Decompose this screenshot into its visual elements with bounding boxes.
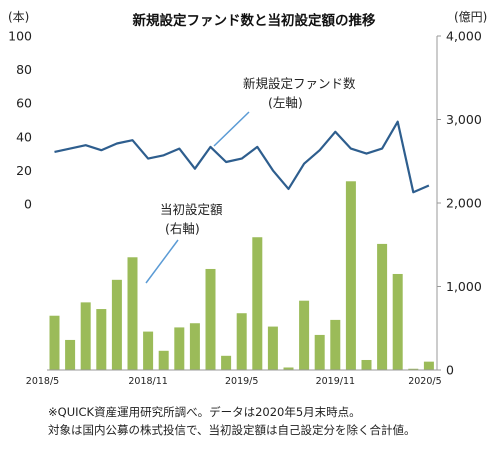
footnote-source: ※QUICK資産運用研究所調べ。データは2020年5月末時点。: [48, 405, 361, 419]
annotation-bar-axis: (右軸): [165, 221, 200, 236]
left-axis-tick: 100: [8, 29, 32, 44]
left-axis-tick: 60: [16, 96, 32, 111]
right-axis-tick: 4,000: [446, 29, 482, 44]
bar-initial-amount: [127, 257, 138, 370]
x-axis-tick: 2018/5: [26, 376, 59, 387]
annotation-bar-label: 当初設定額: [160, 202, 223, 217]
right-axis-tick: 2,000: [446, 196, 482, 211]
left-axis-unit: (本): [8, 10, 29, 24]
annotation-bar-pointer: [145, 239, 179, 284]
bar-initial-amount: [111, 279, 122, 370]
bar-initial-amount: [65, 339, 76, 370]
bar-initial-amount: [221, 355, 232, 370]
line-new-fund-count: [54, 120, 430, 194]
x-axis-tick: 2019/11: [316, 376, 355, 387]
bar-initial-amount: [189, 323, 200, 370]
bar-initial-amount: [423, 361, 434, 370]
right-axis-tick: 3,000: [446, 112, 482, 127]
bar-initial-amount: [408, 368, 419, 370]
annotation-line-axis: (左軸): [268, 95, 303, 110]
left-axis-tick: 0: [24, 197, 32, 212]
bar-initial-amount: [377, 243, 388, 370]
right-axis-tick: 1,000: [446, 279, 482, 294]
bar-initial-amount: [158, 350, 169, 370]
bar-initial-amount: [361, 359, 372, 370]
bar-initial-amount: [96, 309, 107, 370]
annotation-line-pointer: [213, 111, 250, 147]
left-axis-tick: 80: [16, 62, 32, 77]
bar-initial-amount: [345, 181, 356, 370]
footnote-scope: 対象は国内公募の株式投信で、当初設定額は自己設定分を除く合計値。: [48, 423, 416, 437]
bar-initial-amount: [174, 327, 185, 370]
chart-title: 新規設定ファンド数と当初設定額の推移: [133, 12, 376, 29]
bar-initial-amount: [143, 331, 154, 370]
bar-initial-amount: [283, 367, 294, 370]
x-axis-tick: 2018/11: [128, 376, 167, 387]
right-axis-unit: (億円): [454, 10, 487, 24]
bar-initial-amount: [299, 300, 310, 370]
bar-initial-amount: [236, 313, 247, 370]
left-axis-tick: 20: [16, 163, 32, 178]
bar-initial-amount: [267, 326, 278, 370]
annotation-line-label: 新規設定ファンド数: [243, 76, 356, 91]
bar-initial-amount: [314, 334, 325, 370]
x-axis-tick: 2020/5: [408, 376, 441, 387]
x-axis-tick: 2019/5: [225, 376, 258, 387]
bar-initial-amount: [49, 315, 60, 370]
left-axis-tick: 40: [16, 129, 32, 144]
right-axis-tick: 0: [446, 363, 454, 378]
bar-initial-amount: [80, 302, 91, 370]
bar-initial-amount: [330, 319, 341, 370]
bar-initial-amount: [205, 268, 216, 370]
bar-initial-amount: [392, 273, 403, 370]
bar-initial-amount: [252, 237, 263, 370]
